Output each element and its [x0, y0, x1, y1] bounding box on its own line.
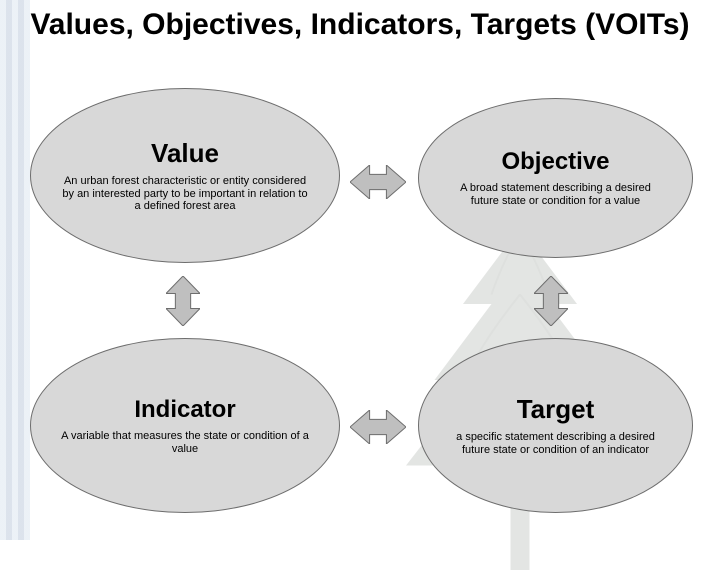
indicator-desc: A variable that measures the state or co… — [61, 430, 309, 455]
ellipse-target: Target a specific statement describing a… — [418, 338, 693, 513]
objective-label: Objective — [501, 148, 609, 176]
slide-title: Values, Objectives, Indicators, Targets … — [0, 8, 720, 43]
target-desc: a specific statement describing a desire… — [449, 431, 662, 456]
objective-desc: A broad statement describing a desired f… — [449, 182, 662, 207]
ellipse-indicator: Indicator A variable that measures the s… — [30, 338, 340, 513]
arrow-indicator-target — [350, 410, 406, 444]
arrow-value-indicator — [166, 276, 200, 326]
target-label: Target — [517, 394, 595, 425]
indicator-label: Indicator — [134, 396, 235, 424]
arrow-value-objective — [350, 165, 406, 199]
value-desc: An urban forest characteristic or entity… — [61, 175, 309, 213]
ellipse-value: Value An urban forest characteristic or … — [30, 88, 340, 263]
arrow-objective-target — [534, 276, 568, 326]
ellipse-objective: Objective A broad statement describing a… — [418, 98, 693, 258]
value-label: Value — [151, 138, 219, 169]
